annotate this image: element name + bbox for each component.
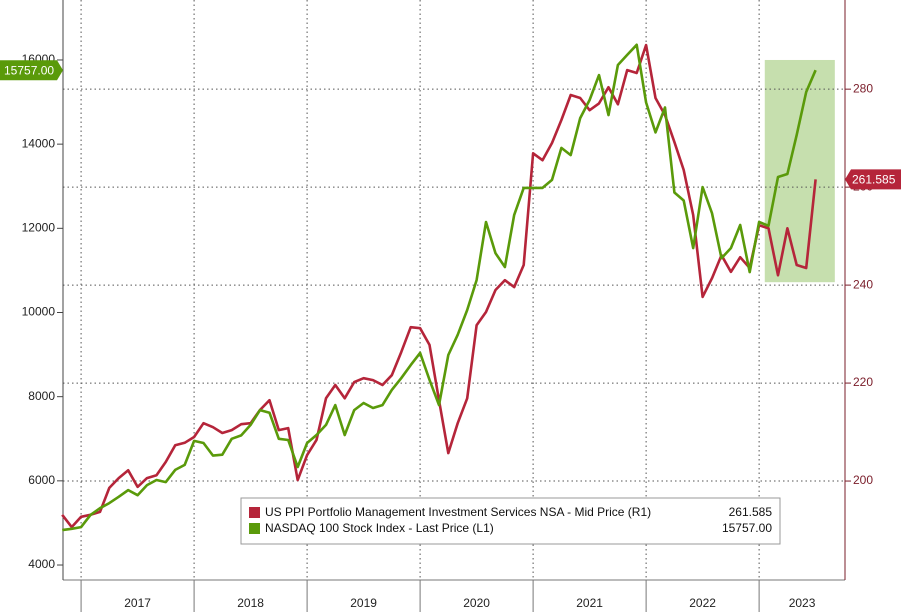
legend-box	[240, 497, 781, 545]
series-line	[61, 43, 817, 529]
legend: US PPI Portfolio Management Investment S…	[240, 497, 781, 545]
x-tick-label: 2022	[689, 596, 716, 610]
last-value-callout	[845, 169, 901, 190]
legend-value: 261.585	[729, 505, 773, 519]
highlight-region	[764, 59, 835, 283]
series-line	[62, 43, 817, 532]
y2-tick-label: 240	[853, 277, 873, 291]
legend-label: NASDAQ 100 Stock Index - Last Price (L1)	[265, 521, 494, 535]
legend-swatch	[249, 507, 260, 518]
legend-label: US PPI Portfolio Management Investment S…	[265, 505, 651, 519]
last-value-label: 15757.00	[4, 63, 54, 77]
last-value-callout	[0, 60, 63, 81]
y-tick-label: 8000	[28, 389, 55, 403]
y2-tick-label: 280	[853, 81, 873, 95]
x-tick-label: 2021	[576, 596, 603, 610]
x-tick-label: 2023	[789, 596, 816, 610]
x-tick-label: 2020	[463, 596, 490, 610]
x-tick-label: 2017	[124, 596, 151, 610]
y-tick-label: 10000	[22, 305, 56, 319]
y-tick-label: 12000	[22, 220, 56, 234]
x-tick-label: 2019	[350, 596, 377, 610]
x-tick-label: 2018	[237, 596, 264, 610]
last-value-label: 261.585	[852, 173, 896, 187]
y2-tick-label: 200	[853, 473, 873, 487]
y-tick-label: 14000	[22, 136, 56, 150]
legend-value: 15757.00	[722, 521, 772, 535]
legend-swatch	[249, 523, 260, 534]
y-tick-label: 6000	[28, 473, 55, 487]
y2-tick-label: 220	[853, 375, 873, 389]
y-tick-label: 4000	[28, 557, 55, 571]
